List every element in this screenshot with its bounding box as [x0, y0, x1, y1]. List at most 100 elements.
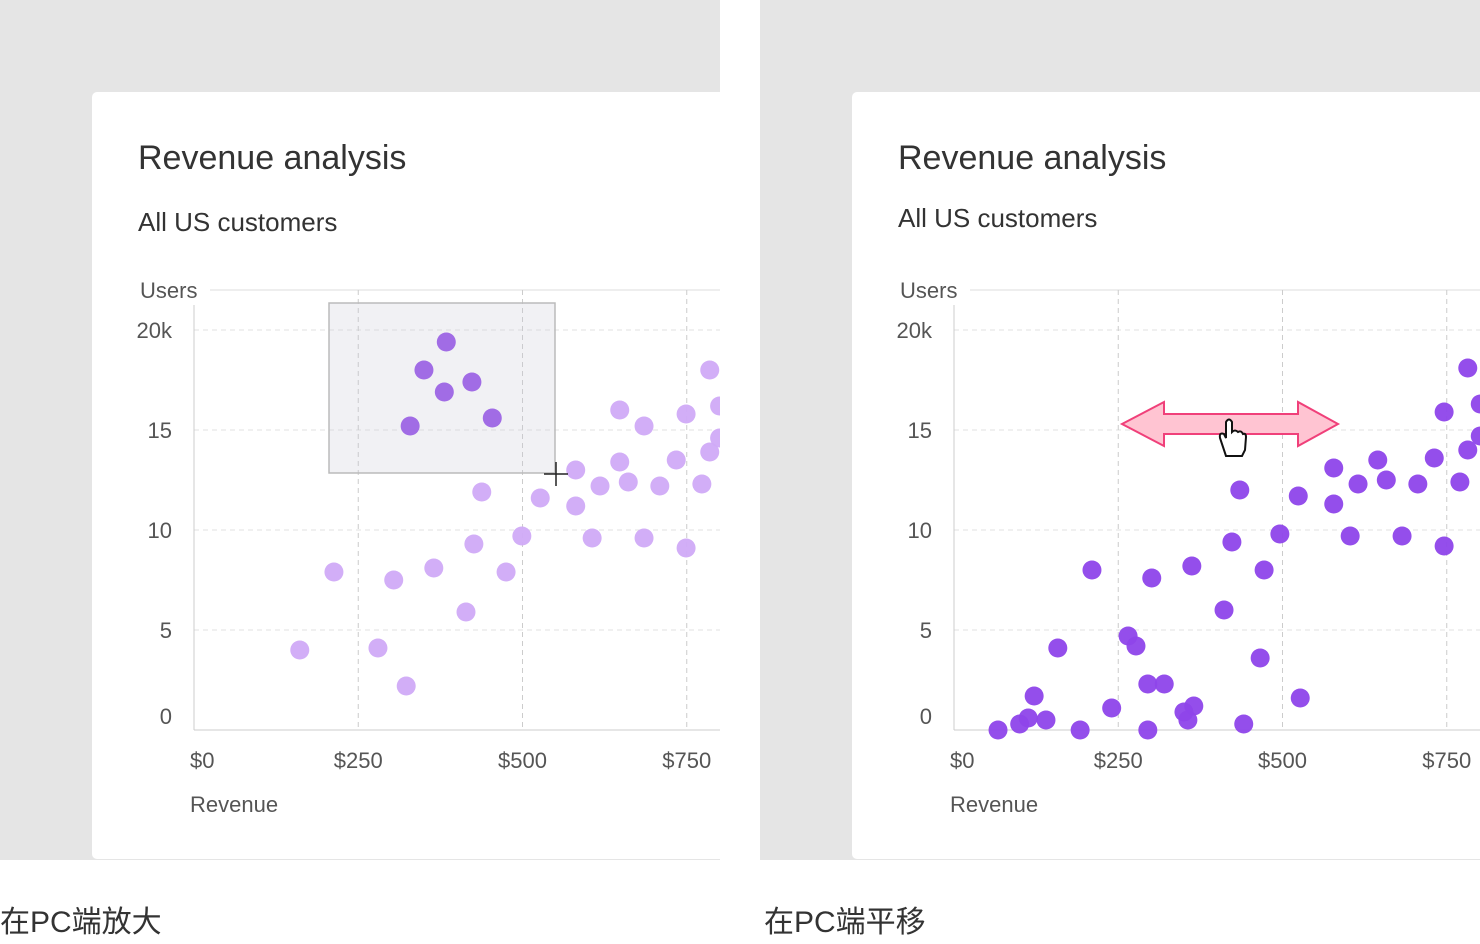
chart: Revenue analysis All US customers Users 0 5 1… — [137, 139, 720, 817]
data-point — [464, 534, 484, 554]
y-tick-label: 10 — [148, 518, 172, 543]
data-point — [436, 332, 456, 352]
data-point — [456, 602, 476, 622]
data-point — [482, 408, 502, 428]
data-point — [530, 488, 550, 508]
data-point — [1470, 394, 1480, 414]
chart: Revenue analysis All US customers Users 0 5 1… — [897, 139, 1480, 817]
x-tick-label: $0 — [190, 748, 214, 773]
card — [852, 92, 1480, 859]
card — [92, 92, 720, 859]
data-point — [1142, 568, 1162, 588]
data-point — [1434, 536, 1454, 556]
x-tick-label: $500 — [498, 748, 547, 773]
data-point — [1392, 526, 1412, 546]
data-point — [566, 496, 586, 516]
data-point — [1222, 532, 1242, 552]
data-point — [496, 562, 516, 582]
x-tick-label: $750 — [662, 748, 711, 773]
data-point — [710, 428, 720, 448]
data-point — [1324, 494, 1344, 514]
x-tick-label: $250 — [334, 748, 383, 773]
data-point — [1270, 524, 1290, 544]
data-point — [610, 400, 630, 420]
y-tick-label: 10 — [908, 518, 932, 543]
chart-title: Revenue analysis — [138, 139, 406, 177]
data-point — [1424, 448, 1444, 468]
data-point — [472, 482, 492, 502]
data-point — [1376, 470, 1396, 490]
data-point — [512, 526, 532, 546]
y-tick-label: 5 — [160, 618, 172, 643]
hand-cursor — [1218, 418, 1248, 457]
data-point — [1340, 526, 1360, 546]
data-point — [1184, 696, 1204, 716]
data-point — [1458, 440, 1478, 460]
data-point — [634, 416, 654, 436]
data-point — [618, 472, 638, 492]
data-point — [1368, 450, 1388, 470]
data-point — [1036, 710, 1056, 730]
y-tick-label: 0 — [160, 704, 172, 729]
y-tick-label: 20k — [897, 318, 933, 343]
data-point — [582, 528, 602, 548]
chart-subtitle: All US customers — [898, 203, 1097, 233]
data-point — [566, 460, 586, 480]
data-point — [1154, 674, 1174, 694]
data-point — [1138, 720, 1158, 740]
x-axis-title: Revenue — [950, 792, 1038, 817]
caption: 在PC端平移 — [764, 906, 926, 939]
data-point — [396, 676, 416, 696]
y-axis-title: Users — [140, 278, 197, 303]
caption: 在PC端放大 — [0, 906, 162, 939]
crosshair-cursor — [544, 462, 568, 486]
data-point — [1290, 688, 1310, 708]
data-point — [1254, 560, 1274, 580]
data-point — [368, 638, 388, 658]
data-point — [700, 442, 720, 462]
data-point — [1102, 698, 1122, 718]
data-point — [590, 476, 610, 496]
y-tick-label: 15 — [908, 418, 932, 443]
zoom-selection — [328, 302, 556, 474]
data-point — [700, 360, 720, 380]
x-tick-label: $750 — [1422, 748, 1471, 773]
y-tick-label: 5 — [920, 618, 932, 643]
x-tick-label: $500 — [1258, 748, 1307, 773]
data-point — [1214, 600, 1234, 620]
data-point — [1126, 636, 1146, 656]
data-point — [1288, 486, 1308, 506]
data-point — [434, 382, 454, 402]
data-point — [290, 640, 310, 660]
data-point — [424, 558, 444, 578]
x-tick-label: $250 — [1094, 748, 1143, 773]
chart-subtitle: All US customers — [138, 207, 337, 237]
data-point — [634, 528, 654, 548]
data-point — [1230, 480, 1250, 500]
data-point — [988, 720, 1008, 740]
data-point — [1470, 426, 1480, 446]
data-point — [710, 396, 720, 416]
chart-title: Revenue analysis — [898, 139, 1166, 177]
y-tick-label: 0 — [920, 704, 932, 729]
data-point — [1182, 556, 1202, 576]
data-point — [1324, 458, 1344, 478]
x-axis-title: Revenue — [190, 792, 278, 817]
data-point — [1138, 674, 1158, 694]
data-point — [692, 474, 712, 494]
data-point — [1018, 708, 1038, 728]
data-point — [610, 452, 630, 472]
data-point — [1250, 648, 1270, 668]
data-point — [666, 450, 686, 470]
data-point — [1070, 720, 1090, 740]
data-point — [384, 570, 404, 590]
data-point — [1408, 474, 1428, 494]
data-point — [414, 360, 434, 380]
y-tick-label: 15 — [148, 418, 172, 443]
data-point — [1458, 358, 1478, 378]
data-point — [676, 538, 696, 558]
data-point — [1348, 474, 1368, 494]
data-point — [650, 476, 670, 496]
data-point — [1434, 402, 1454, 422]
